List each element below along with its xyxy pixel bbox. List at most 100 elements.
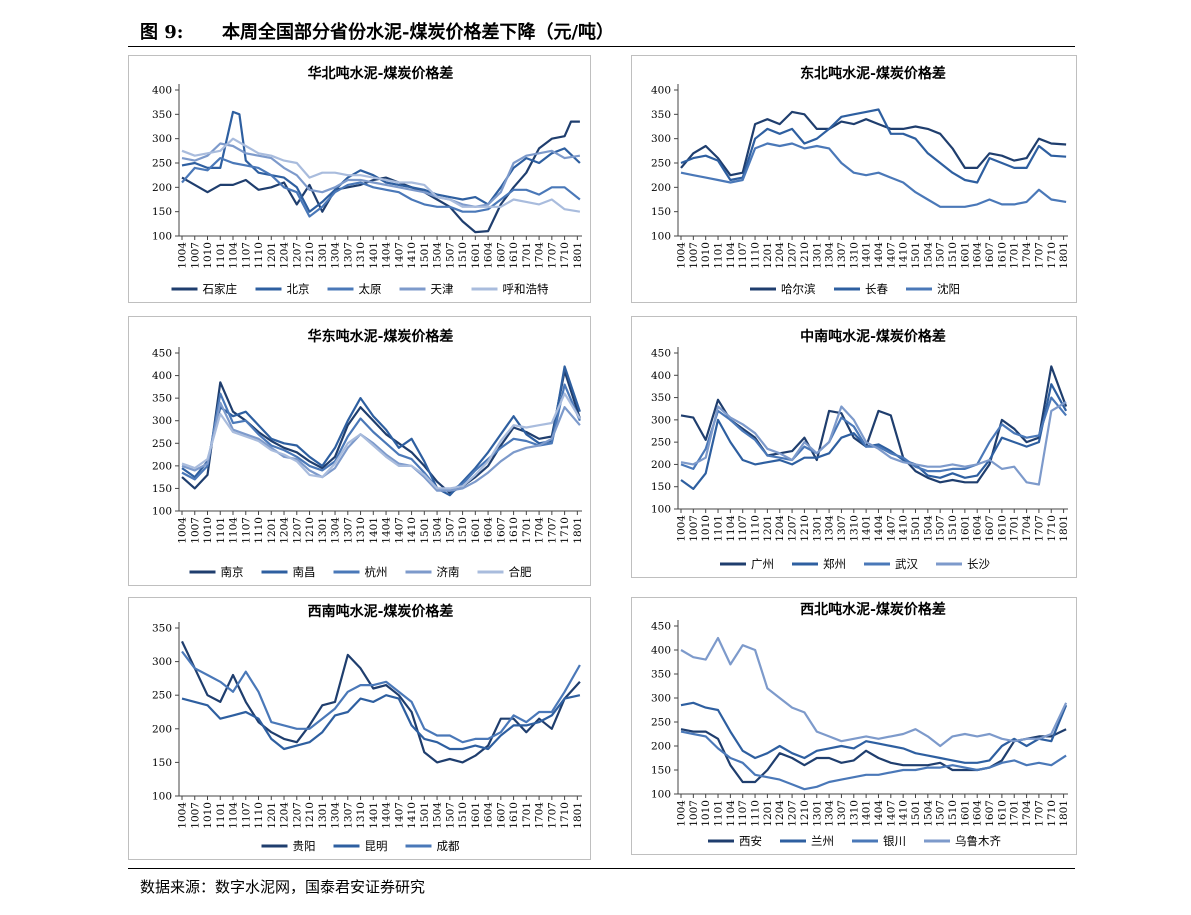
x-tick-label: 1307 (342, 802, 354, 829)
x-tick-label: 1710 (559, 517, 571, 544)
x-tick-label: 1704 (1021, 800, 1033, 827)
x-tick-label: 1204 (774, 800, 786, 827)
y-tick-label: 350 (651, 392, 671, 404)
x-tick-label: 1004 (177, 802, 189, 829)
x-tick-label: 1704 (534, 242, 546, 269)
x-tick-label: 1507 (935, 515, 947, 542)
x-tick-label: 1004 (177, 517, 189, 544)
x-tick-label: 1104 (725, 800, 737, 827)
x-tick-label: 1710 (1046, 515, 1058, 542)
legend-label: 长春 (865, 282, 888, 296)
x-tick-label: 1007 (189, 802, 201, 829)
x-tick-label: 1504 (432, 802, 444, 829)
x-tick-label: 1010 (202, 802, 214, 829)
x-tick-label: 1707 (546, 802, 558, 829)
bottom-rule (128, 868, 1075, 869)
y-tick-label: 100 (152, 791, 172, 803)
chart-panel-northeast: 东北吨水泥-煤炭价格差 100 150 200 250 300 350 400 1004 1007… (631, 55, 1077, 303)
legend-label: 沈阳 (937, 282, 960, 296)
x-tick-label: 1104 (725, 515, 737, 542)
x-tick-label: 1404 (873, 242, 885, 269)
y-tick-label: 150 (152, 206, 172, 218)
x-tick-label: 1801 (572, 242, 584, 269)
x-tick-label: 1704 (1021, 515, 1033, 542)
x-tick-label: 1210 (799, 515, 811, 542)
x-tick-label: 1204 (279, 242, 291, 269)
chart-title: 华东吨水泥-煤炭价格差 (308, 328, 454, 345)
x-tick-label: 1304 (824, 515, 836, 542)
x-tick-label: 1401 (861, 800, 873, 827)
x-tick-label: 1507 (935, 800, 947, 827)
x-tick-label: 1601 (959, 515, 971, 542)
x-tick-label: 1004 (676, 515, 688, 542)
x-tick-label: 1210 (304, 517, 316, 544)
x-tick-label: 1010 (202, 242, 214, 269)
legend-label: 呼和浩特 (503, 282, 549, 296)
x-tick-label: 1207 (291, 242, 303, 269)
x-tick-label: 1601 (470, 242, 482, 269)
x-tick-label: 1407 (885, 242, 897, 269)
x-tick-label: 1204 (279, 517, 291, 544)
x-tick-label: 1304 (330, 802, 342, 829)
y-tick-label: 300 (651, 414, 671, 426)
x-tick-label: 1507 (444, 802, 456, 829)
x-tick-label: 1510 (947, 242, 959, 269)
x-tick-label: 1701 (1009, 800, 1021, 827)
y-tick-label: 250 (152, 158, 172, 170)
legend-label: 哈尔滨 (781, 282, 816, 296)
x-tick-label: 1307 (836, 242, 848, 269)
x-tick-label: 1410 (898, 800, 910, 827)
x-tick-label: 1610 (996, 515, 1008, 542)
x-tick-label: 1101 (713, 515, 725, 542)
x-tick-label: 1107 (737, 242, 749, 269)
y-tick-label: 150 (651, 481, 671, 493)
x-tick-label: 1310 (848, 242, 860, 269)
x-tick-label: 1801 (1058, 800, 1070, 827)
chart-svg: 西南吨水泥-煤炭价格差1001502002503003501004 1007 101… (129, 598, 590, 859)
x-tick-label: 1801 (1058, 515, 1070, 542)
y-tick-label: 200 (152, 460, 172, 472)
x-tick-label: 1201 (762, 515, 774, 542)
y-tick-label: 350 (651, 109, 671, 121)
series-line-2 (681, 384, 1066, 489)
x-tick-label: 1601 (470, 517, 482, 544)
x-tick-label: 1601 (470, 802, 482, 829)
x-tick-label: 1301 (811, 242, 823, 269)
chart-svg: 中南吨水泥-煤炭价格差1001502002503003504004501004 1… (632, 317, 1076, 577)
chart-title: 西南吨水泥-煤炭价格差 (308, 603, 454, 620)
x-tick-label: 1607 (495, 242, 507, 269)
chart-panel-north: 华北吨水泥-煤炭价格差 100 150 200 250 300 350 400 1004 1007… (128, 55, 591, 303)
x-tick-label: 1004 (177, 242, 189, 269)
x-tick-label: 1801 (1058, 242, 1070, 269)
figure-label: 图 9: (140, 18, 222, 44)
x-tick-label: 1404 (381, 802, 393, 829)
series-line-3 (182, 385, 580, 491)
y-tick-label: 300 (152, 415, 172, 427)
x-tick-label: 1707 (546, 242, 558, 269)
x-tick-label: 1510 (457, 242, 469, 269)
y-tick-label: 250 (651, 437, 671, 449)
x-tick-label: 1104 (725, 242, 737, 269)
x-tick-label: 1304 (824, 242, 836, 269)
x-tick-label: 1510 (947, 800, 959, 827)
legend-label: 北京 (287, 282, 310, 296)
x-tick-label: 1407 (393, 517, 405, 544)
legend-label: 石家庄 (203, 282, 238, 296)
legend-label: 济南 (437, 565, 460, 579)
x-tick-label: 1507 (444, 242, 456, 269)
chart-panel-east: 华东吨水泥-煤炭价格差 100 150 200 250 300 350 400 450 1004 1… (128, 316, 591, 586)
x-tick-label: 1404 (381, 517, 393, 544)
x-tick-label: 1410 (898, 515, 910, 542)
legend-label: 西安 (739, 834, 762, 848)
x-tick-label: 1501 (419, 517, 431, 544)
x-tick-label: 1301 (317, 802, 329, 829)
x-tick-label: 1401 (861, 515, 873, 542)
x-tick-label: 1407 (885, 515, 897, 542)
x-tick-label: 1104 (228, 242, 240, 269)
x-tick-label: 1110 (253, 802, 265, 829)
y-tick-label: 350 (152, 109, 172, 121)
chart-title: 西北吨水泥-煤炭价格差 (800, 601, 946, 618)
x-tick-label: 1301 (811, 515, 823, 542)
x-tick-label: 1007 (688, 242, 700, 269)
y-tick-label: 250 (152, 438, 172, 450)
